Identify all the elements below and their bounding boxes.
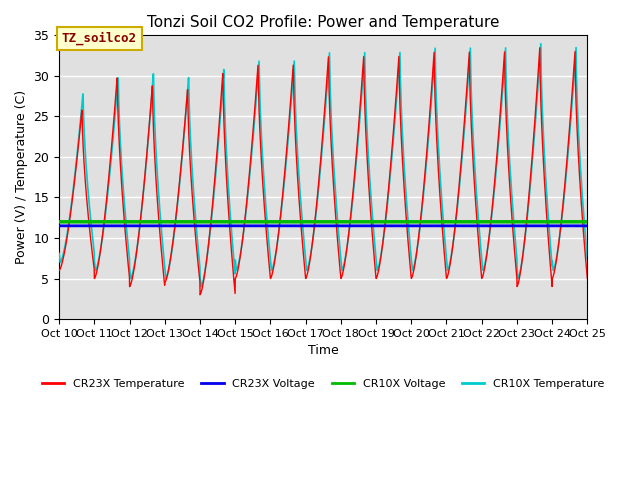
Y-axis label: Power (V) / Temperature (C): Power (V) / Temperature (C) [15, 90, 28, 264]
Title: Tonzi Soil CO2 Profile: Power and Temperature: Tonzi Soil CO2 Profile: Power and Temper… [147, 15, 499, 30]
Legend: CR23X Temperature, CR23X Voltage, CR10X Voltage, CR10X Temperature: CR23X Temperature, CR23X Voltage, CR10X … [38, 374, 609, 393]
X-axis label: Time: Time [308, 344, 339, 357]
Text: TZ_soilco2: TZ_soilco2 [62, 32, 137, 45]
